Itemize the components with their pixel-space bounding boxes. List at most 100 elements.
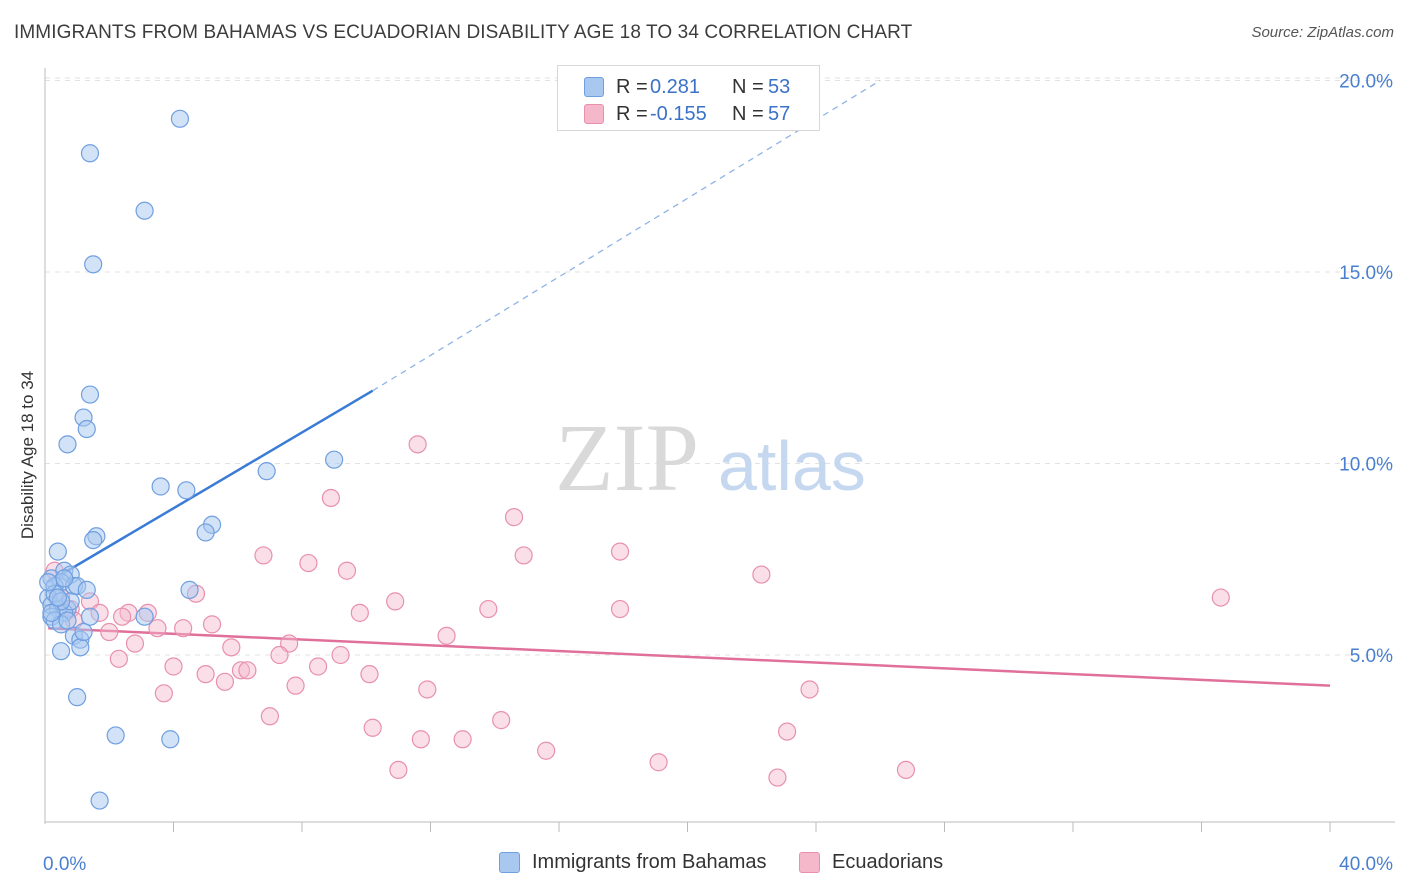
data-point-ecuadorians xyxy=(777,722,797,741)
data-point-ecuadorians xyxy=(800,680,819,699)
y-tick-label: 15.0% xyxy=(1339,263,1393,284)
data-point-bahamas xyxy=(257,462,276,481)
data-point-ecuadorians xyxy=(479,599,498,619)
axes xyxy=(44,68,1395,832)
data-point-bahamas xyxy=(325,450,344,469)
data-point-bahamas xyxy=(180,580,199,599)
data-point-ecuadorians xyxy=(112,607,132,626)
data-point-ecuadorians xyxy=(363,718,382,737)
data-point-ecuadorians xyxy=(610,542,630,561)
data-point-ecuadorians xyxy=(321,488,341,508)
data-point-ecuadorians xyxy=(408,435,427,454)
data-point-ecuadorians xyxy=(752,565,771,584)
data-point-bahamas xyxy=(51,642,71,661)
legend-row-ecuadorians: R = -0.155 N = 57 xyxy=(584,100,790,128)
watermark-zip: ZIP xyxy=(555,404,699,511)
data-point-bahamas xyxy=(42,603,61,622)
data-point-ecuadorians xyxy=(174,619,193,638)
data-point-ecuadorians xyxy=(100,622,119,642)
data-point-bahamas xyxy=(74,622,93,642)
data-point-ecuadorians xyxy=(196,665,215,684)
tick-labels: 5.0% 10.0% 15.0% 20.0% 0.0% 40.0% xyxy=(43,72,1393,876)
data-point-bahamas xyxy=(84,530,103,550)
y-axis-label: Disability Age 18 to 34 xyxy=(18,371,37,539)
data-point-ecuadorians xyxy=(231,661,251,680)
data-point-bahamas xyxy=(48,588,67,607)
bottom-legend-ecuadorians: Ecuadorians xyxy=(799,851,943,874)
trendline-ecuadorians xyxy=(48,626,1331,687)
bottom-legend-label: Immigrants from Bahamas xyxy=(532,851,767,873)
data-point-ecuadorians xyxy=(202,615,222,634)
grid-lines xyxy=(45,77,1395,656)
data-point-ecuadorians xyxy=(649,753,668,772)
source-label: Source: ZipAtlas.com xyxy=(1251,24,1394,41)
data-point-bahamas xyxy=(55,569,74,588)
data-point-ecuadorians xyxy=(308,657,328,676)
trendline-bahamas-extension xyxy=(372,79,881,392)
data-point-ecuadorians xyxy=(238,661,257,680)
legend-r-label: R = xyxy=(616,102,648,125)
y-tick-label: 10.0% xyxy=(1339,455,1393,476)
data-point-bahamas xyxy=(39,573,58,592)
data-point-ecuadorians xyxy=(337,561,357,580)
data-point-ecuadorians xyxy=(389,760,408,780)
data-point-ecuadorians xyxy=(109,649,128,668)
legend-r-value: -0.155 xyxy=(650,102,707,125)
data-point-bahamas xyxy=(71,638,90,657)
data-point-bahamas xyxy=(80,385,100,404)
data-point-ecuadorians xyxy=(504,508,524,527)
data-point-bahamas xyxy=(90,791,109,810)
x-tick-label-max: 40.0% xyxy=(1339,854,1393,875)
data-point-ecuadorians xyxy=(453,730,472,749)
data-point-bahamas xyxy=(161,730,180,749)
watermark: ZIP atlas xyxy=(555,404,866,511)
data-point-ecuadorians xyxy=(514,546,533,565)
legend-row-bahamas: R = 0.281 N = 53 xyxy=(584,73,790,101)
bottom-legend-swatch-blue xyxy=(499,852,520,873)
data-point-ecuadorians xyxy=(125,634,145,653)
bottom-legend-label: Ecuadorians xyxy=(832,851,944,873)
y-tick-label: 5.0% xyxy=(1350,646,1393,667)
data-point-bahamas xyxy=(170,109,190,128)
data-point-bahamas xyxy=(135,607,154,626)
data-point-ecuadorians xyxy=(411,730,430,749)
series-ecuadorians xyxy=(45,435,1230,787)
legend-n-value: 57 xyxy=(768,102,791,125)
legend-n-label: N = xyxy=(732,75,764,98)
legend-r-value: 0.281 xyxy=(650,75,701,98)
data-point-ecuadorians xyxy=(164,657,183,676)
data-point-ecuadorians xyxy=(1211,588,1230,607)
x-tick-label-min: 0.0% xyxy=(43,854,86,875)
bottom-legend-swatch-pink xyxy=(799,852,820,873)
data-point-ecuadorians xyxy=(215,672,234,691)
data-point-ecuadorians xyxy=(537,741,556,760)
data-point-ecuadorians xyxy=(148,619,167,638)
data-point-ecuadorians xyxy=(418,680,437,699)
data-point-ecuadorians xyxy=(299,553,318,573)
data-point-ecuadorians xyxy=(896,760,916,780)
data-point-bahamas xyxy=(58,435,77,454)
data-point-bahamas xyxy=(77,580,96,599)
legend-n-value: 53 xyxy=(768,75,791,98)
correlation-legend: R = 0.281 N = 53 R = -0.155 N = 57 xyxy=(557,65,820,131)
legend-swatch-blue xyxy=(584,77,604,97)
data-point-ecuadorians xyxy=(286,676,305,695)
trend-lines xyxy=(47,79,1331,687)
data-point-ecuadorians xyxy=(768,768,787,787)
data-point-ecuadorians xyxy=(154,684,173,703)
data-point-bahamas xyxy=(135,201,154,220)
data-point-ecuadorians xyxy=(386,592,405,611)
data-point-ecuadorians xyxy=(610,599,630,619)
data-point-bahamas xyxy=(177,481,196,500)
data-point-ecuadorians xyxy=(254,546,273,565)
watermark-atlas: atlas xyxy=(718,427,866,505)
data-point-bahamas xyxy=(77,419,96,439)
data-point-ecuadorians xyxy=(350,603,369,622)
data-point-bahamas xyxy=(58,611,77,630)
data-point-ecuadorians xyxy=(222,638,241,657)
legend-r-label: R = xyxy=(616,75,648,98)
data-point-ecuadorians xyxy=(437,626,456,645)
bottom-legend-bahamas: Immigrants from Bahamas xyxy=(499,851,767,874)
trendline-bahamas xyxy=(47,389,374,584)
